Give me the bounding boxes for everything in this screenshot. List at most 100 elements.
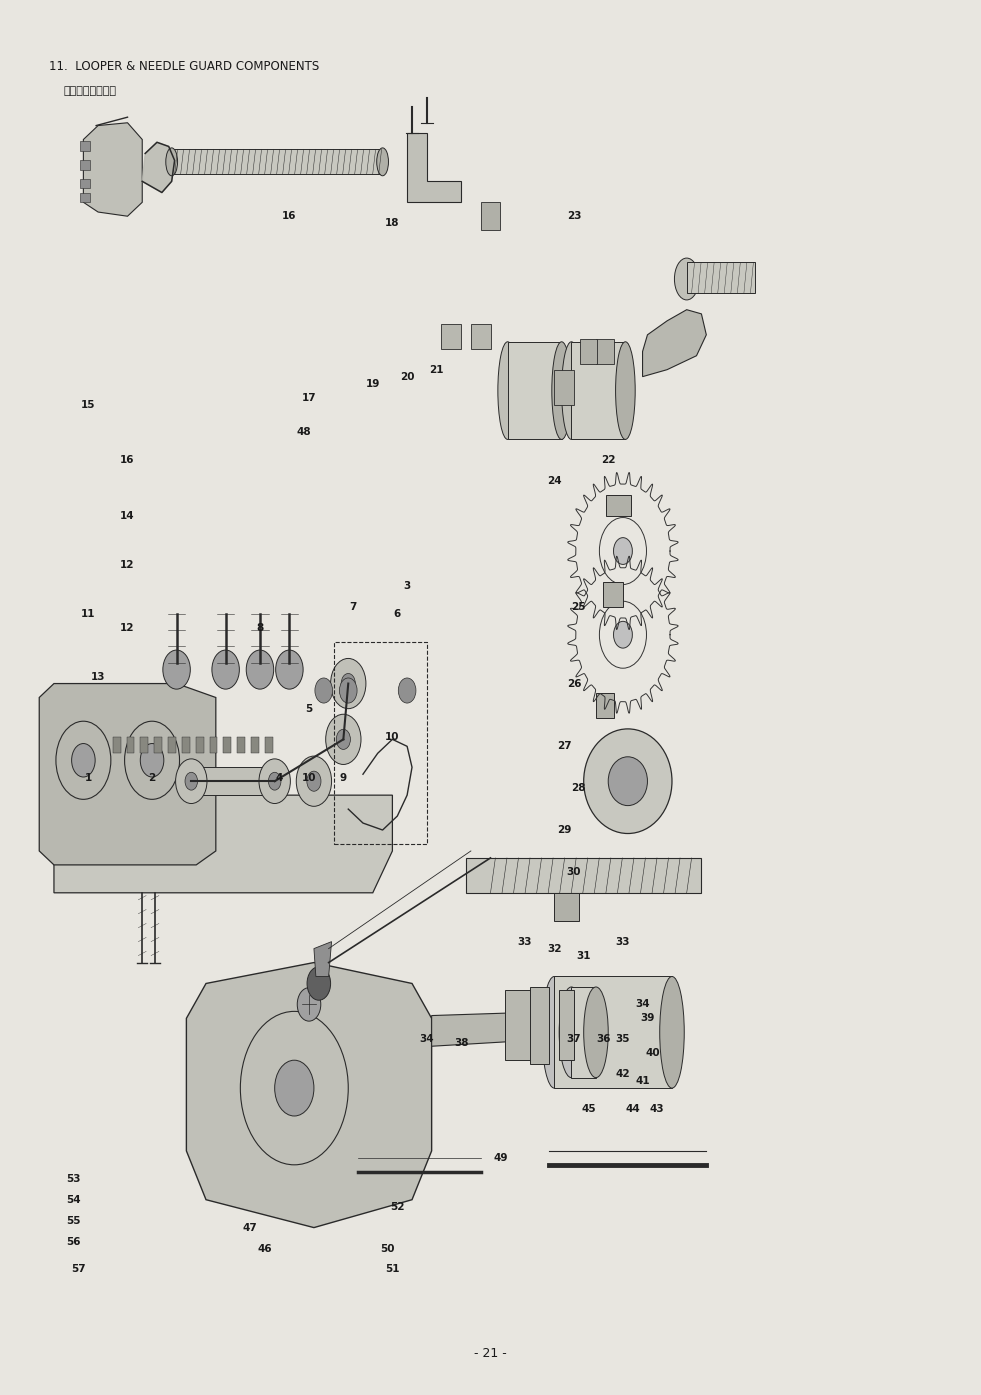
Bar <box>571 988 596 1077</box>
Bar <box>265 737 273 753</box>
Ellipse shape <box>659 976 685 1088</box>
Bar <box>237 737 245 753</box>
Circle shape <box>613 537 633 565</box>
Polygon shape <box>314 942 332 976</box>
Bar <box>508 342 562 439</box>
Ellipse shape <box>608 756 647 806</box>
Text: - 21 -: - 21 - <box>474 1346 507 1360</box>
Bar <box>554 976 672 1088</box>
Text: 47: 47 <box>242 1222 258 1233</box>
Polygon shape <box>186 963 432 1228</box>
Text: 54: 54 <box>67 1194 80 1205</box>
Polygon shape <box>142 142 175 193</box>
Text: 26: 26 <box>567 678 581 689</box>
Circle shape <box>326 714 361 764</box>
Circle shape <box>176 759 207 804</box>
Text: 56: 56 <box>67 1236 80 1247</box>
Bar <box>687 262 755 293</box>
Circle shape <box>339 678 357 703</box>
Text: 35: 35 <box>616 1034 630 1045</box>
Text: 16: 16 <box>121 455 134 466</box>
Text: 13: 13 <box>91 671 105 682</box>
Text: 43: 43 <box>650 1103 664 1115</box>
Ellipse shape <box>674 258 698 300</box>
Text: 24: 24 <box>547 476 561 487</box>
Text: 29: 29 <box>557 824 571 836</box>
Text: 20: 20 <box>400 371 414 382</box>
Text: ルーパ・针受関係: ルーパ・针受関係 <box>64 85 117 96</box>
Bar <box>80 193 90 202</box>
Text: 12: 12 <box>121 622 134 633</box>
Bar <box>172 149 383 174</box>
Text: 30: 30 <box>567 866 581 877</box>
Circle shape <box>246 650 274 689</box>
Bar <box>530 988 549 1063</box>
Ellipse shape <box>584 728 672 834</box>
Circle shape <box>307 771 321 791</box>
Text: 19: 19 <box>366 378 380 389</box>
Bar <box>251 737 259 753</box>
Bar <box>471 324 490 349</box>
Ellipse shape <box>562 342 581 439</box>
Text: 5: 5 <box>305 703 313 714</box>
Text: 28: 28 <box>572 783 586 794</box>
Ellipse shape <box>542 976 567 1088</box>
Text: 27: 27 <box>557 741 571 752</box>
Bar <box>606 495 631 516</box>
Circle shape <box>140 744 164 777</box>
Text: 45: 45 <box>582 1103 595 1115</box>
Text: 53: 53 <box>67 1173 80 1184</box>
Text: 10: 10 <box>302 773 316 784</box>
Circle shape <box>613 621 633 649</box>
Circle shape <box>331 658 366 709</box>
Bar <box>80 179 90 188</box>
Ellipse shape <box>377 148 388 176</box>
Polygon shape <box>54 795 392 893</box>
Text: 57: 57 <box>72 1264 85 1275</box>
Bar <box>481 202 500 230</box>
Polygon shape <box>643 310 706 377</box>
Text: 50: 50 <box>381 1243 394 1254</box>
Text: 11.  LOOPER & NEEDLE GUARD COMPONENTS: 11. LOOPER & NEEDLE GUARD COMPONENTS <box>49 60 319 74</box>
Text: 41: 41 <box>636 1076 649 1087</box>
Bar <box>603 582 623 607</box>
Text: 18: 18 <box>386 218 399 229</box>
Bar <box>168 737 176 753</box>
Polygon shape <box>83 123 142 216</box>
Bar <box>580 339 597 364</box>
Text: 23: 23 <box>567 211 581 222</box>
Circle shape <box>72 744 95 777</box>
Text: 49: 49 <box>493 1152 507 1163</box>
Text: 1: 1 <box>84 773 92 784</box>
Ellipse shape <box>552 342 571 439</box>
Bar <box>441 324 461 349</box>
Text: 33: 33 <box>518 936 532 947</box>
Text: 2: 2 <box>148 773 156 784</box>
Text: 40: 40 <box>645 1048 659 1059</box>
Circle shape <box>276 650 303 689</box>
Text: 22: 22 <box>601 455 615 466</box>
Text: 4: 4 <box>276 773 284 784</box>
Text: 55: 55 <box>67 1215 80 1226</box>
Bar <box>554 893 579 921</box>
Bar <box>113 737 121 753</box>
Text: 16: 16 <box>283 211 296 222</box>
Bar <box>505 990 535 1060</box>
Polygon shape <box>39 684 216 865</box>
Text: 52: 52 <box>390 1201 404 1212</box>
Text: 9: 9 <box>339 773 347 784</box>
Bar <box>154 737 162 753</box>
Text: 6: 6 <box>393 608 401 619</box>
Text: 42: 42 <box>616 1069 630 1080</box>
Text: 7: 7 <box>349 601 357 612</box>
Bar <box>80 141 90 151</box>
Ellipse shape <box>498 342 518 439</box>
Text: 15: 15 <box>81 399 95 410</box>
Text: 21: 21 <box>430 364 443 375</box>
Text: 8: 8 <box>256 622 264 633</box>
Bar <box>554 370 574 405</box>
Text: 39: 39 <box>641 1013 654 1024</box>
Bar <box>596 693 614 718</box>
Bar <box>127 737 134 753</box>
Text: 38: 38 <box>454 1038 468 1049</box>
